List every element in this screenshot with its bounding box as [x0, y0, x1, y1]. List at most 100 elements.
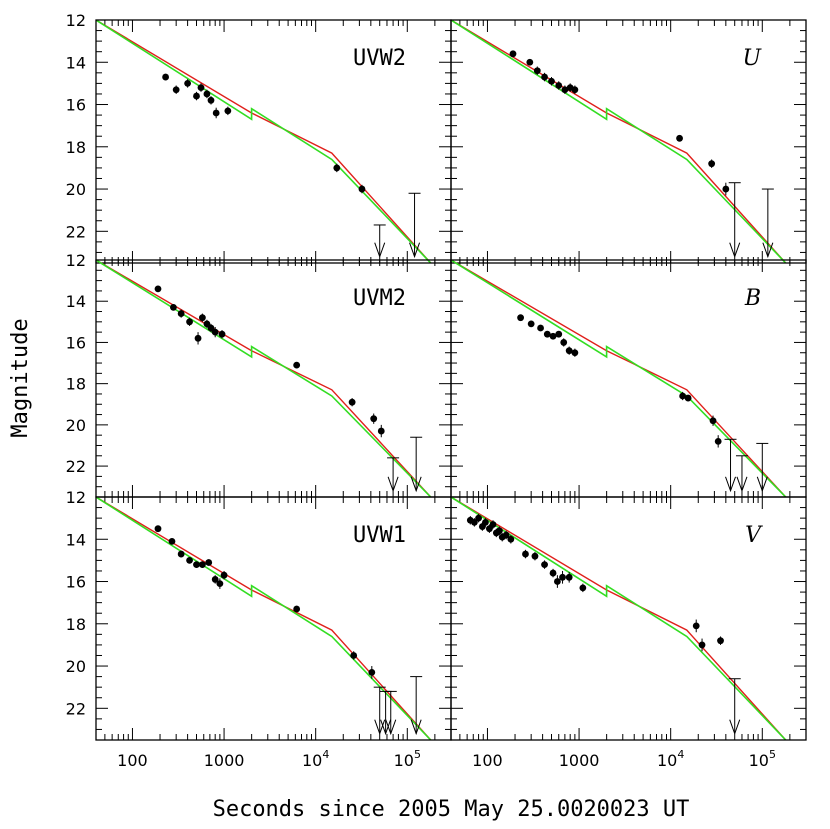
- upper-limit-arrow: [725, 476, 736, 493]
- y-tick-label: 20: [66, 657, 86, 676]
- y-tick-label: 14: [66, 53, 86, 72]
- x-tick-label: 105: [749, 748, 776, 770]
- upper-limit-arrow: [729, 719, 741, 736]
- data-point: [555, 330, 563, 338]
- data-point: [559, 573, 566, 581]
- x-tick-label: 105: [394, 748, 421, 770]
- plot-area: [96, 20, 432, 263]
- data-point: [368, 668, 376, 676]
- data-point: [692, 622, 700, 630]
- data-point: [561, 86, 569, 94]
- x-tick-label: 1000: [204, 751, 245, 770]
- y-tick-label: 22: [66, 222, 86, 241]
- data-point: [154, 525, 162, 533]
- model-curve-green: [96, 260, 432, 497]
- data-point: [549, 332, 557, 340]
- y-tick-label: 16: [66, 96, 86, 115]
- y-tick-label: 22: [66, 457, 86, 476]
- data-point: [722, 185, 730, 193]
- data-point: [211, 328, 219, 336]
- data-point: [527, 320, 535, 328]
- y-tick-label: 18: [66, 615, 86, 634]
- data-point: [489, 521, 497, 528]
- data-point: [218, 330, 226, 338]
- data-point: [571, 86, 579, 94]
- panel-label: V: [745, 523, 763, 548]
- x-tick-label: 100: [472, 751, 503, 770]
- y-tick-label: 20: [66, 416, 86, 435]
- upper-limit-arrow: [385, 719, 397, 736]
- upper-limit-arrow: [410, 719, 422, 736]
- data-point: [541, 561, 548, 569]
- data-point: [207, 324, 215, 332]
- y-tick-label: 16: [66, 573, 86, 592]
- upper-limit-arrow: [374, 719, 386, 736]
- upper-limit-arrow: [380, 719, 392, 736]
- data-point: [548, 77, 555, 85]
- data-point: [708, 160, 716, 168]
- upper-limit-arrow: [729, 242, 741, 259]
- data-point: [475, 514, 482, 522]
- y-axis-title: Magnitude: [8, 318, 33, 437]
- panel-label: UVM2: [353, 286, 406, 311]
- model-curve-green: [451, 260, 787, 497]
- data-point: [565, 347, 573, 355]
- upper-limit-arrow: [410, 476, 422, 493]
- y-tick-label: 12: [66, 488, 86, 507]
- data-point: [517, 314, 524, 322]
- data-point: [184, 79, 192, 87]
- data-point: [170, 304, 177, 311]
- panel-label: B: [744, 286, 761, 311]
- y-tick-label: 14: [66, 530, 86, 549]
- model-curve-red: [451, 497, 787, 740]
- plot-area: [96, 260, 432, 497]
- y-tick-label: 18: [66, 375, 86, 394]
- data-point: [377, 427, 385, 435]
- data-point: [537, 324, 544, 332]
- plot-area: [451, 497, 787, 740]
- data-point: [348, 398, 356, 406]
- panel-label: UVW2: [353, 46, 406, 71]
- data-point: [495, 527, 503, 535]
- data-point: [198, 561, 206, 569]
- panel-uvw2: 12 14 16 18 20 22 UVW2: [66, 11, 452, 264]
- data-point: [717, 637, 724, 645]
- panel-u: U: [450, 19, 807, 264]
- plot-area: [451, 260, 787, 497]
- data-point: [679, 392, 687, 400]
- x-tick-label: 1000: [559, 751, 600, 770]
- data-point: [293, 361, 301, 369]
- data-point: [714, 437, 722, 445]
- y-tick-label: 12: [66, 251, 86, 270]
- y-tick-label: 20: [66, 180, 86, 199]
- x-tick-label: 104: [657, 748, 684, 770]
- data-point: [224, 107, 232, 115]
- data-point: [522, 550, 529, 558]
- plot-area: [96, 497, 432, 740]
- data-point: [216, 580, 224, 588]
- panel-uvm2: 12 14 16 18 20 22 UVM2: [66, 251, 452, 498]
- data-point: [186, 556, 193, 564]
- data-point: [502, 531, 510, 539]
- model-curve-red: [96, 20, 432, 263]
- data-point: [549, 569, 557, 577]
- data-point: [531, 552, 539, 560]
- data-point: [193, 92, 200, 100]
- panel-label: U: [742, 46, 762, 71]
- data-point: [172, 86, 180, 94]
- data-point: [198, 314, 206, 322]
- data-point: [470, 518, 478, 526]
- model-curve-red: [451, 260, 787, 497]
- model-curve-green: [451, 497, 787, 740]
- upper-limit-arrow: [409, 242, 421, 259]
- data-point: [565, 573, 573, 581]
- data-point: [698, 641, 706, 649]
- data-point: [579, 584, 587, 592]
- data-point: [333, 164, 341, 172]
- model-curve-red: [451, 20, 787, 263]
- panel-frame: [450, 19, 807, 264]
- data-point: [211, 576, 219, 583]
- data-point: [370, 415, 378, 423]
- data-point: [197, 84, 205, 92]
